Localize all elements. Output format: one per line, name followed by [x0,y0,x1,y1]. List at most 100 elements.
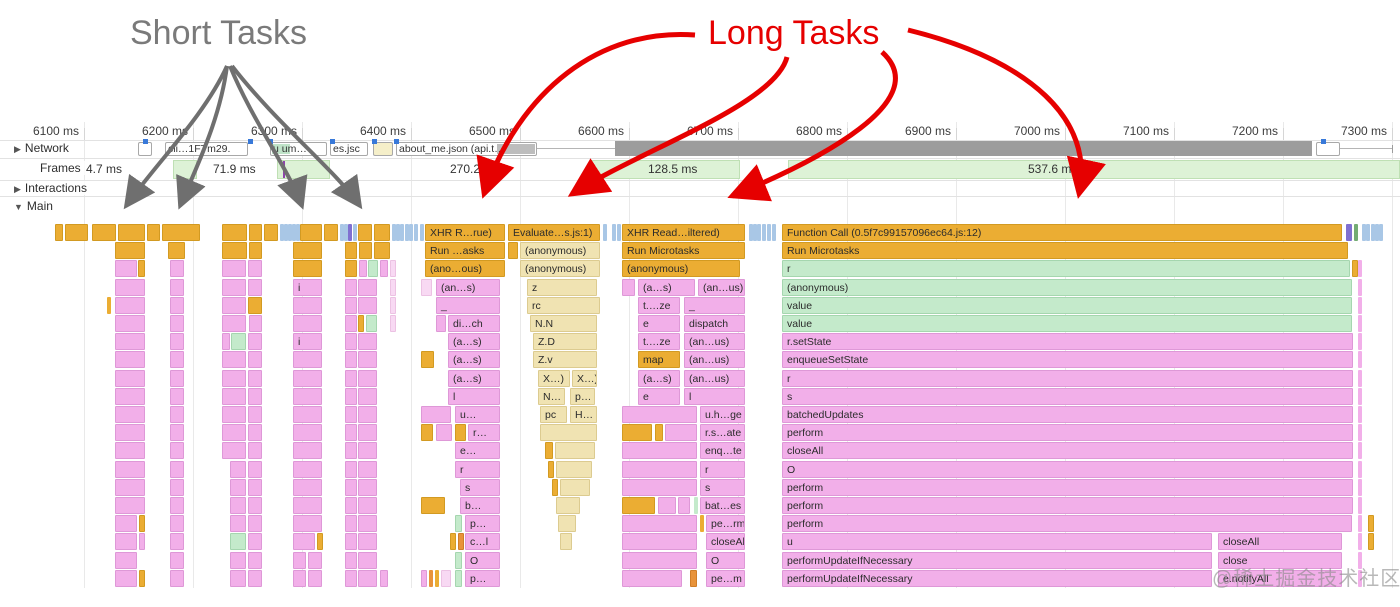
flame-cell-unlabeled[interactable] [358,442,377,459]
flame-cell-unlabeled[interactable] [293,497,322,514]
flame-cell[interactable]: perform [782,497,1353,514]
flame-cell-unlabeled[interactable] [1352,260,1358,277]
flame-cell-unlabeled[interactable] [622,406,697,423]
flame-cell-unlabeled[interactable] [170,442,184,459]
flame-cell-unlabeled[interactable] [353,224,357,241]
flame-cell[interactable]: u [782,533,1212,550]
flame-cell-unlabeled[interactable] [622,533,697,550]
flame-cell[interactable]: i [293,279,322,296]
flame-cell-unlabeled[interactable] [170,279,184,296]
flame-cell-unlabeled[interactable] [222,279,246,296]
flame-cell-unlabeled[interactable] [170,552,184,569]
flame-cell-unlabeled[interactable] [1358,461,1362,478]
flame-cell-unlabeled[interactable] [1346,224,1352,241]
flame-cell[interactable]: e [638,315,680,332]
flame-cell-unlabeled[interactable] [655,424,663,441]
flame-cell[interactable]: b… [460,497,500,514]
flame-cell-unlabeled[interactable] [293,442,322,459]
flame-cell-unlabeled[interactable] [359,242,372,259]
network-request-chip[interactable] [138,142,152,156]
collapse-triangle-icon[interactable]: ▶ [14,184,21,194]
flame-cell-unlabeled[interactable] [540,424,597,441]
flame-cell[interactable]: Run Microtasks [622,242,745,259]
flame-cell-unlabeled[interactable] [324,224,338,241]
flame-cell-unlabeled[interactable] [222,242,247,259]
flame-cell-unlabeled[interactable] [390,297,396,314]
frame-bar[interactable] [788,160,1400,179]
flame-cell-unlabeled[interactable] [612,224,616,241]
flame-cell-unlabeled[interactable] [558,515,576,532]
flame-cell-unlabeled[interactable] [348,224,352,241]
flame-cell-unlabeled[interactable] [345,297,357,314]
flame-cell-unlabeled[interactable] [358,552,377,569]
flame-cell-unlabeled[interactable] [340,224,344,241]
flame-cell-unlabeled[interactable] [170,424,184,441]
flame-cell[interactable]: Z.D [533,333,597,350]
flame-cell[interactable]: p… [465,570,500,587]
flame-cell-unlabeled[interactable] [248,442,262,459]
flame-cell-unlabeled[interactable] [345,333,357,350]
flame-cell[interactable]: enq…te [700,442,745,459]
flame-cell[interactable]: l [684,388,745,405]
network-request-chip[interactable]: es.jsc [330,142,368,156]
flame-cell-unlabeled[interactable] [390,279,396,296]
flame-cell-unlabeled[interactable] [293,461,322,478]
flame-cell-unlabeled[interactable] [170,461,184,478]
flame-cell-unlabeled[interactable] [358,424,377,441]
flame-cell-unlabeled[interactable] [658,497,676,514]
track-frames[interactable]: Frames [40,161,85,175]
flame-cell-unlabeled[interactable] [115,479,145,496]
flame-cell-unlabeled[interactable] [421,351,434,368]
flame-cell-unlabeled[interactable] [358,388,377,405]
flame-cell-unlabeled[interactable] [380,570,388,587]
flame-cell-unlabeled[interactable] [280,224,284,241]
flame-cell-unlabeled[interactable] [392,224,396,241]
flame-cell-unlabeled[interactable] [368,260,378,277]
flame-cell-unlabeled[interactable] [358,370,377,387]
flame-cell[interactable]: pc [540,406,567,423]
flame-cell-unlabeled[interactable] [556,497,580,514]
flame-cell-unlabeled[interactable] [358,515,377,532]
flame-cell-unlabeled[interactable] [115,260,137,277]
flame-cell-unlabeled[interactable] [345,370,357,387]
flame-cell-unlabeled[interactable] [248,552,262,569]
flame-cell-unlabeled[interactable] [622,497,655,514]
flame-cell-unlabeled[interactable] [248,479,262,496]
flame-cell[interactable]: dispatch [684,315,745,332]
flame-cell-unlabeled[interactable] [293,479,322,496]
flame-cell-unlabeled[interactable] [421,279,432,296]
flame-cell[interactable]: (a…s) [448,333,500,350]
flame-cell[interactable]: e.notifyAll [1218,570,1342,587]
flame-cell-unlabeled[interactable] [429,570,433,587]
flame-cell-unlabeled[interactable] [421,497,445,514]
flame-cell-unlabeled[interactable] [409,224,413,241]
flame-cell-unlabeled[interactable] [396,224,400,241]
flame-cell[interactable]: r [455,461,500,478]
flame-cell-unlabeled[interactable] [230,497,246,514]
flame-cell-unlabeled[interactable] [293,370,322,387]
flame-cell[interactable]: closeAll [782,442,1353,459]
flame-cell-unlabeled[interactable] [168,242,185,259]
flame-cell-unlabeled[interactable] [622,279,635,296]
flame-cell-unlabeled[interactable] [617,224,621,241]
flame-cell[interactable]: t.…ze [638,297,680,314]
network-request-bar[interactable] [615,141,1312,156]
flame-cell-unlabeled[interactable] [455,424,466,441]
flame-cell-unlabeled[interactable] [249,224,262,241]
flame-cell-unlabeled[interactable] [1358,479,1362,496]
flame-cell-unlabeled[interactable] [622,442,697,459]
flame-cell-unlabeled[interactable] [772,224,776,241]
network-request-chip[interactable] [373,142,393,156]
flame-cell[interactable]: (an…us) [684,370,745,387]
flame-cell[interactable]: (a…s) [638,279,695,296]
flame-cell-unlabeled[interactable] [222,406,246,423]
flame-cell-unlabeled[interactable] [1358,351,1362,368]
flame-cell-unlabeled[interactable] [170,351,184,368]
flame-cell-unlabeled[interactable] [450,533,456,550]
flame-cell-unlabeled[interactable] [248,515,262,532]
flame-cell[interactable]: XHR Read…iltered) [622,224,745,241]
flame-cell[interactable]: enqueueSetState [782,351,1353,368]
flame-cell-unlabeled[interactable] [421,406,451,423]
flame-cell-unlabeled[interactable] [757,224,761,241]
flame-cell[interactable]: O [465,552,500,569]
